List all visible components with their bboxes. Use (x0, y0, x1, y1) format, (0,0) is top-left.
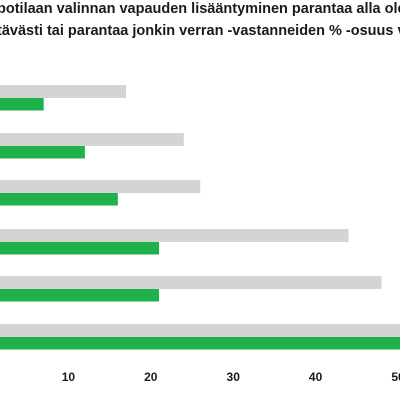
bar (0, 276, 382, 289)
bar (0, 193, 118, 206)
bar (0, 98, 44, 111)
bar (0, 180, 201, 193)
bar (0, 242, 160, 255)
x-tick-label: 30 (227, 370, 241, 384)
x-tick-label: 40 (309, 370, 323, 384)
bar (0, 85, 127, 98)
chart-subtitle: tävästi tai parantaa jonkin verran -vast… (0, 23, 400, 39)
bar (0, 229, 349, 242)
x-tick-label: 20 (144, 370, 158, 384)
bar (0, 146, 85, 159)
x-tick-label: 50 (391, 370, 400, 384)
bar (0, 324, 400, 337)
bar (0, 289, 160, 302)
bar (0, 337, 400, 350)
chart-title: potilaan valinnan vapauden lisääntyminen… (0, 1, 400, 17)
bar (0, 133, 184, 146)
x-tick-label: 10 (62, 370, 76, 384)
